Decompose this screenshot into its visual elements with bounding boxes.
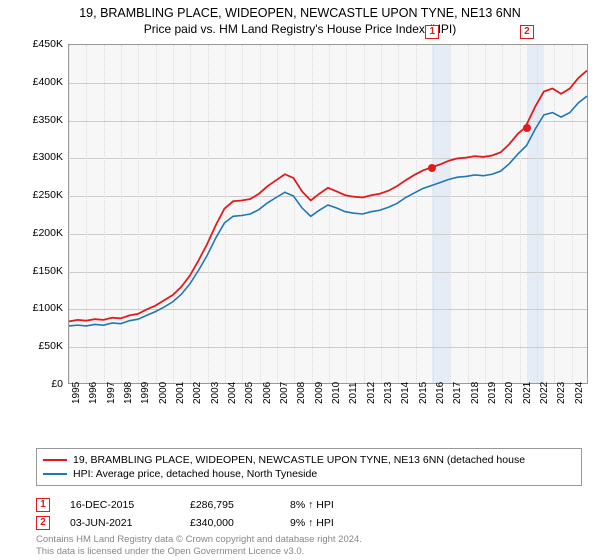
y-tick-label: £50K [27,340,63,352]
x-tick-label: 2023 [556,382,567,404]
chart-title-line1: 19, BRAMBLING PLACE, WIDEOPEN, NEWCASTLE… [10,6,590,20]
y-tick-label: £400K [27,76,63,88]
y-tick-label: £100K [27,302,63,314]
y-tick-label: £450K [27,38,63,50]
y-tick-label: £250K [27,189,63,201]
footer-line2: This data is licensed under the Open Gov… [36,546,362,558]
x-tick-label: 1997 [106,382,117,404]
line-chart-svg [69,45,587,383]
x-tick-label: 2018 [470,382,481,404]
sale-row: 2 03-JUN-2021 £340,000 9% ↑ HPI [36,514,582,532]
sale-hpi-delta: 8% ↑ HPI [290,499,370,511]
legend-label: 19, BRAMBLING PLACE, WIDEOPEN, NEWCASTLE… [73,454,525,466]
x-tick-label: 2007 [279,382,290,404]
x-tick-label: 2002 [192,382,203,404]
sale-marker-dot [523,124,531,132]
sale-id-box: 2 [36,516,50,530]
x-tick-label: 2021 [522,382,533,404]
y-tick-label: £0 [27,378,63,390]
x-tick-label: 2000 [158,382,169,404]
y-tick-label: £300K [27,151,63,163]
plot-area: 12 [68,44,588,384]
legend-row: 19, BRAMBLING PLACE, WIDEOPEN, NEWCASTLE… [43,453,575,467]
footer-line1: Contains HM Land Registry data © Crown c… [36,534,362,546]
sale-price: £340,000 [190,517,270,529]
sale-marker-dot [428,164,436,172]
x-tick-label: 2020 [504,382,515,404]
x-tick-label: 2015 [418,382,429,404]
x-tick-label: 2006 [262,382,273,404]
x-tick-label: 2012 [366,382,377,404]
x-tick-label: 1995 [71,382,82,404]
y-tick-label: £150K [27,265,63,277]
x-tick-label: 1999 [140,382,151,404]
sale-date: 16-DEC-2015 [70,499,170,511]
x-tick-label: 2013 [383,382,394,404]
series-property [69,71,587,322]
footer-attribution: Contains HM Land Registry data © Crown c… [36,534,362,558]
chart-title-block: 19, BRAMBLING PLACE, WIDEOPEN, NEWCASTLE… [0,0,600,38]
x-tick-label: 2004 [227,382,238,404]
legend-label: HPI: Average price, detached house, Nort… [73,468,317,480]
y-tick-label: £350K [27,114,63,126]
series-hpi [69,96,587,326]
sale-marker-box: 2 [520,25,534,39]
legend-row: HPI: Average price, detached house, Nort… [43,467,575,481]
sale-hpi-delta: 9% ↑ HPI [290,517,370,529]
chart-title-line2: Price paid vs. HM Land Registry's House … [10,22,590,36]
sale-price: £286,795 [190,499,270,511]
x-tick-label: 2019 [487,382,498,404]
x-tick-label: 2008 [296,382,307,404]
y-tick-label: £200K [27,227,63,239]
x-tick-label: 1996 [88,382,99,404]
x-tick-label: 2022 [539,382,550,404]
sale-date: 03-JUN-2021 [70,517,170,529]
x-tick-label: 2003 [210,382,221,404]
x-tick-label: 2017 [452,382,463,404]
chart-area: £0£50K£100K£150K£200K£250K£300K£350K£400… [32,38,592,423]
sale-row: 1 16-DEC-2015 £286,795 8% ↑ HPI [36,496,582,514]
x-tick-label: 2009 [314,382,325,404]
x-tick-label: 2016 [435,382,446,404]
legend-swatch [43,459,67,461]
x-tick-label: 2011 [348,382,359,404]
x-tick-label: 2010 [331,382,342,404]
x-tick-label: 2005 [244,382,255,404]
x-tick-label: 2024 [574,382,585,404]
legend-swatch [43,473,67,475]
x-tick-label: 2014 [400,382,411,404]
sales-table: 1 16-DEC-2015 £286,795 8% ↑ HPI 2 03-JUN-2021… [36,496,582,532]
x-tick-label: 1998 [123,382,134,404]
x-tick-label: 2001 [175,382,186,404]
sale-id-box: 1 [36,498,50,512]
sale-marker-box: 1 [425,25,439,39]
legend: 19, BRAMBLING PLACE, WIDEOPEN, NEWCASTLE… [36,448,582,486]
